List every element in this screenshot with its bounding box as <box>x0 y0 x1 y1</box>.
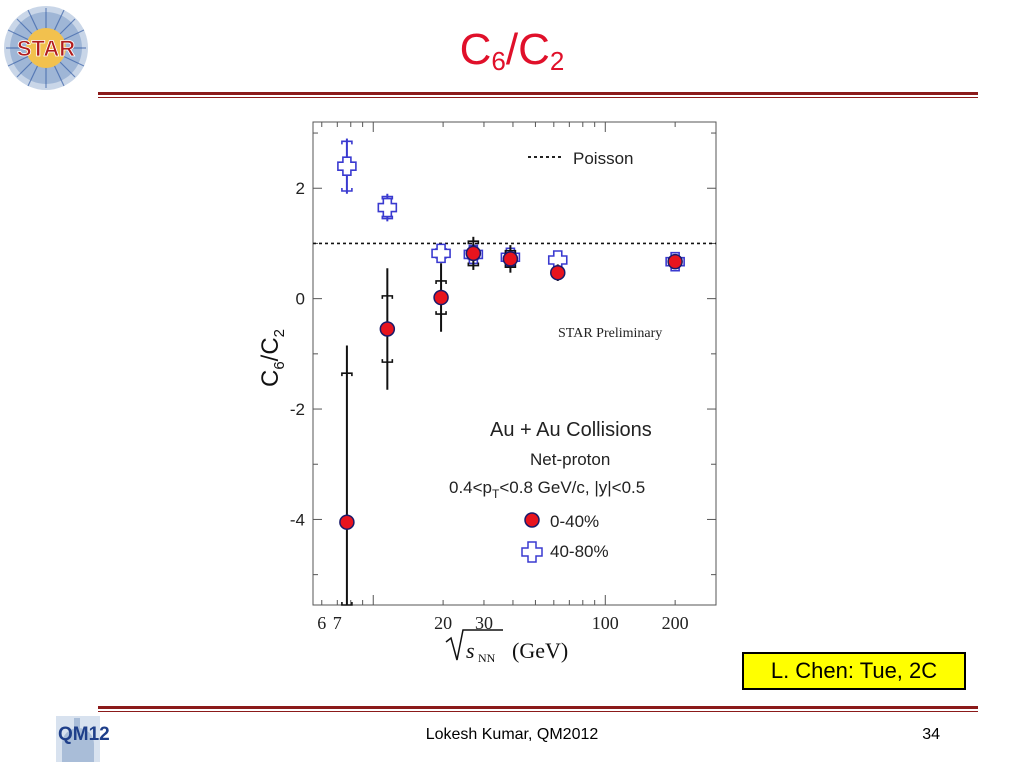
star-logo-text: STAR <box>17 36 75 61</box>
sys-error-cap <box>467 262 480 267</box>
preliminary-label: STAR Preliminary <box>558 326 662 341</box>
data-point-0-40 <box>465 245 482 262</box>
page-number: 34 <box>922 726 940 743</box>
footer-divider <box>98 706 978 712</box>
data-point-40-80 <box>431 243 451 264</box>
qm-logo: QM12 <box>56 716 110 762</box>
data-point-0-40 <box>339 514 355 530</box>
poisson-legend-label: Poisson <box>573 149 633 168</box>
reference-box: L. Chen: Tue, 2C <box>742 652 966 690</box>
qm-logo-text: QM12 <box>58 724 110 745</box>
sys-error-cap <box>467 240 480 245</box>
slide-title: C6/C2 <box>459 25 565 76</box>
sys-error-cap <box>381 195 394 200</box>
y-tick-label: 2 <box>296 179 305 198</box>
legend-marker-40-80 <box>521 541 543 563</box>
sys-error-cap <box>435 280 447 284</box>
c6-c2-chart: -4 -2 0 2 6 7 20 30 100 200 Poisson STAR Prelimin… <box>257 121 717 665</box>
observable-annotation: Net-proton <box>530 450 610 469</box>
x-tick-label: 7 <box>333 613 342 633</box>
sys-error-cap <box>341 140 353 145</box>
legend-label-40-80: 40-80% <box>550 542 609 561</box>
y-tick-label: -2 <box>290 400 305 419</box>
svg-text:s: s <box>466 638 475 663</box>
cut-annotation: 0.4<pT<0.8 GeV/c, |y|<0.5 <box>449 478 645 501</box>
x-tick-label: 20 <box>434 613 452 633</box>
sys-error-cap <box>381 359 394 363</box>
sys-error-cap <box>341 188 353 192</box>
sys-error-cap <box>341 602 353 606</box>
data-point-40-80 <box>377 197 398 218</box>
sqrt-symbol <box>445 629 503 661</box>
sys-error-cap <box>341 372 353 377</box>
data-point-0-40 <box>379 321 396 337</box>
x-tick-label: 6 <box>317 613 326 633</box>
x-axis-label: s NN (GeV) <box>445 629 568 665</box>
plot-frame <box>312 121 717 606</box>
system-annotation: Au + Au Collisions <box>490 419 652 441</box>
x-tick-label: 200 <box>662 613 689 633</box>
x-tick-label: 100 <box>592 613 619 633</box>
x-tick-label: 30 <box>475 613 493 633</box>
y-tick-label: 0 <box>296 290 305 309</box>
sys-error-cap <box>504 264 517 268</box>
data-point-0-40 <box>433 289 449 306</box>
data-point-40-80 <box>337 156 357 176</box>
data-point-0-40 <box>502 251 519 267</box>
svg-text:NN: NN <box>478 651 496 665</box>
data-point-0-40 <box>667 253 683 270</box>
data-point-0-40 <box>550 264 566 281</box>
star-logo: STAR <box>4 6 88 90</box>
sys-error-cap <box>504 249 517 254</box>
y-tick-label: -4 <box>290 510 305 529</box>
legend-label-0-40: 0-40% <box>550 512 599 531</box>
sys-error-cap <box>381 295 394 299</box>
sys-error-cap <box>435 311 447 315</box>
y-axis-label: C6/C2 <box>257 329 288 387</box>
title-divider <box>98 92 978 98</box>
sys-error-cap <box>381 215 394 220</box>
legend-marker-0-40 <box>524 512 540 528</box>
footer-author: Lokesh Kumar, QM2012 <box>425 726 599 743</box>
svg-text:(GeV): (GeV) <box>512 638 568 663</box>
